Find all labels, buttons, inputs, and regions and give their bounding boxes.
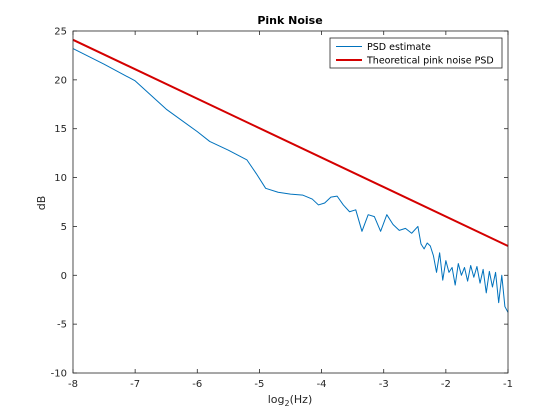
axis-ticks: -8 -7 -6 -5 -4 -3 -2 -1 -10 -5 0 5 10 15 20 25: [51, 27, 513, 391]
x-tick-label-5: -3: [379, 379, 389, 390]
legend-box: [329, 37, 503, 69]
x-tick-label-1: -7: [130, 379, 140, 390]
y-tick-label-2: 0: [61, 271, 67, 282]
plot-frame: [72, 30, 509, 374]
y-tick-label-0: -10: [51, 369, 67, 380]
x-axis-label-base: log: [268, 393, 285, 406]
series-line-psd-estimate: [72, 48, 509, 313]
y-tick-label-5: 15: [54, 124, 67, 135]
series-layer: [72, 38, 509, 313]
x-tick-label-0: -8: [68, 379, 78, 390]
y-tick-label-3: 5: [61, 222, 67, 233]
y-tick-label-4: 10: [54, 173, 67, 184]
x-axis-label-suffix: (Hz): [290, 393, 313, 406]
y-axis-label: dB: [35, 196, 48, 211]
legend-entry-theoretical: Theoretical pink noise PSD: [366, 56, 494, 67]
x-tick-label-3: -5: [254, 379, 264, 390]
chart-title: Pink Noise: [257, 14, 322, 27]
x-tick-label-4: -4: [317, 379, 327, 390]
legend-entry-psd-estimate: PSD estimate: [367, 42, 431, 53]
plot-area: [73, 31, 508, 373]
y-tick-label-1: -5: [57, 320, 67, 331]
series-line-theoretical: [72, 38, 509, 247]
x-tick-label-7: -1: [503, 379, 513, 390]
x-axis-label-subscript: 2: [285, 399, 290, 408]
x-tick-label-2: -6: [192, 379, 202, 390]
y-tick-label-7: 25: [54, 27, 67, 38]
plot-background: [73, 31, 508, 373]
legend: PSD estimate Theoretical pink noise PSD: [329, 37, 503, 69]
x-axis-label: log2(Hz): [268, 393, 313, 408]
y-tick-label-6: 20: [54, 75, 67, 86]
x-tick-label-6: -2: [441, 379, 451, 390]
